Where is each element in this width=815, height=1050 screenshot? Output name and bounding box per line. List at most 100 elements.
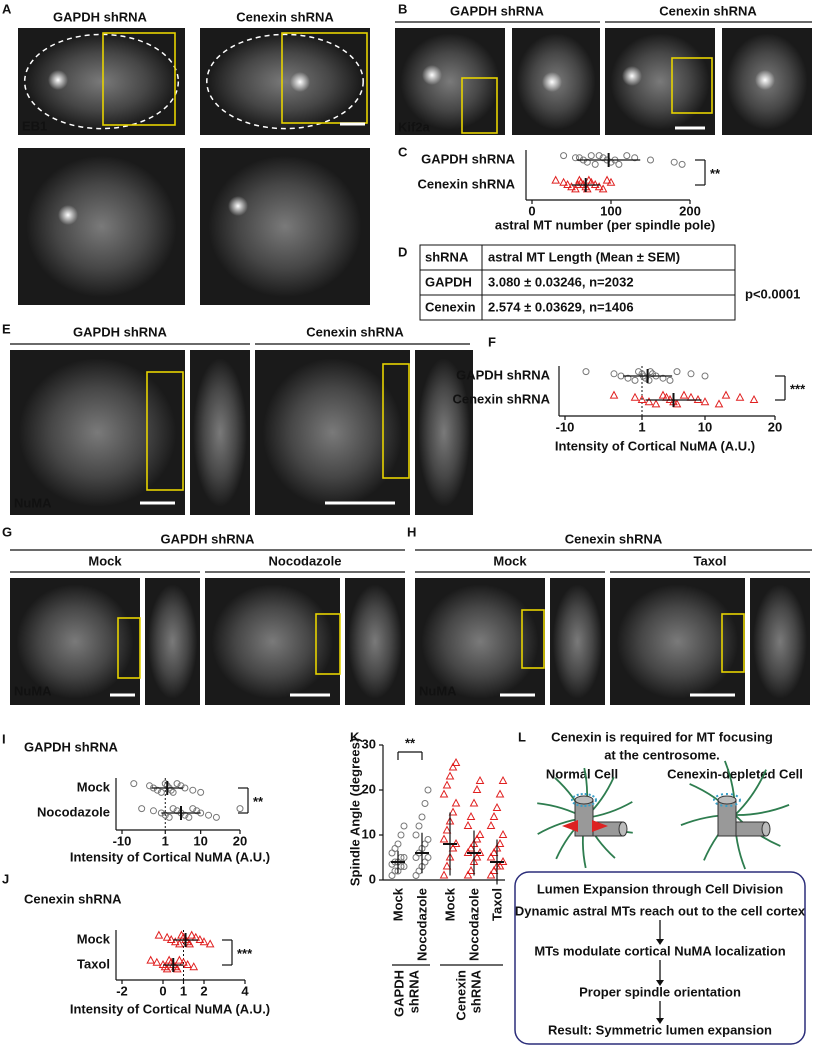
spindle-pole bbox=[542, 72, 562, 92]
step: MTs modulate cortical NuMA localization bbox=[534, 943, 785, 958]
data-point bbox=[189, 805, 197, 813]
column-header: Cenexin shRNA bbox=[565, 531, 663, 546]
data-point bbox=[721, 390, 731, 399]
significance: ** bbox=[405, 735, 416, 750]
data-point bbox=[599, 154, 607, 162]
inset-box bbox=[315, 613, 341, 675]
stain-label: Kif2a bbox=[398, 119, 431, 134]
data-point bbox=[651, 399, 661, 408]
data-point bbox=[466, 865, 476, 874]
axis-label: Intensity of Cortical NuMA (A.U.) bbox=[555, 438, 755, 453]
inset-box bbox=[382, 363, 410, 479]
centriole-end bbox=[574, 795, 594, 805]
data-point bbox=[637, 394, 647, 403]
stain-label: NuMA bbox=[419, 683, 457, 698]
data-point bbox=[678, 160, 686, 168]
data-point bbox=[146, 955, 156, 964]
data-point bbox=[212, 813, 220, 821]
column-header: Cenexin shRNA bbox=[659, 3, 757, 18]
data-point bbox=[165, 813, 173, 821]
inset-box bbox=[461, 77, 498, 134]
inset-box bbox=[146, 371, 184, 491]
data-point bbox=[442, 861, 452, 870]
x-tick-label: -10 bbox=[556, 419, 575, 434]
condition-label: Nocodazole bbox=[269, 553, 342, 568]
summary-box bbox=[514, 871, 806, 1045]
data-point bbox=[700, 397, 710, 406]
data-point bbox=[560, 152, 568, 160]
cell-signal bbox=[421, 584, 539, 699]
data-point bbox=[205, 939, 215, 948]
x-tick-label: 1 bbox=[180, 983, 187, 998]
axis-label: astral MT number (per spindle pole) bbox=[495, 217, 715, 232]
inset-box bbox=[721, 613, 745, 673]
data-point bbox=[185, 939, 194, 948]
data-point bbox=[439, 870, 449, 879]
schematic-title: Cenexin is required for MT focusing bbox=[551, 729, 773, 744]
arrowhead bbox=[656, 980, 664, 986]
appendages bbox=[571, 793, 597, 807]
column-header: GAPDH shRNA bbox=[53, 9, 148, 24]
data-point bbox=[173, 964, 182, 973]
centriole-end bbox=[717, 795, 737, 805]
data-point bbox=[489, 847, 499, 856]
table-cell: GAPDH bbox=[425, 274, 472, 289]
data-point bbox=[185, 813, 193, 821]
data-point bbox=[146, 782, 154, 790]
data-point bbox=[630, 392, 640, 401]
data-point bbox=[183, 959, 192, 968]
data-point bbox=[610, 370, 618, 378]
x-tick-label: 1 bbox=[638, 419, 645, 434]
data-point bbox=[451, 798, 461, 807]
y-tick-label: 30 bbox=[362, 736, 376, 751]
data-point bbox=[166, 934, 176, 943]
x-tick-label: -10 bbox=[113, 833, 132, 848]
data-point bbox=[495, 789, 505, 798]
data-point bbox=[644, 397, 654, 406]
x-tick-label: 4 bbox=[241, 983, 249, 998]
cell-signal bbox=[26, 33, 177, 130]
stain-label: NuMA bbox=[14, 683, 52, 698]
data-point bbox=[466, 843, 476, 852]
data-point bbox=[448, 807, 458, 816]
x-tick-label: 1 bbox=[162, 833, 169, 848]
data-point bbox=[400, 863, 408, 870]
data-point bbox=[463, 870, 473, 879]
data-point bbox=[418, 813, 426, 821]
table-cell: 2.574 ± 0.03629, n=1406 bbox=[488, 299, 634, 314]
arrowhead bbox=[656, 939, 664, 945]
stain-label: EB1 bbox=[22, 118, 47, 133]
data-point bbox=[439, 789, 449, 798]
spindle-pole bbox=[48, 70, 68, 90]
data-point bbox=[469, 798, 479, 807]
column-header: Cenexin shRNA bbox=[236, 9, 334, 24]
category-label: Mock bbox=[77, 931, 111, 946]
category-label: GAPDH shRNA bbox=[456, 367, 551, 382]
microtubule bbox=[734, 804, 790, 816]
cell-signal bbox=[348, 584, 402, 699]
data-point bbox=[472, 852, 482, 861]
data-point bbox=[631, 154, 639, 162]
data-point bbox=[161, 811, 169, 819]
data-point bbox=[412, 831, 420, 839]
category-label: Mock bbox=[390, 887, 405, 921]
data-point bbox=[606, 177, 616, 186]
x-tick-label: 2 bbox=[200, 983, 207, 998]
group-label: shRNA bbox=[468, 969, 483, 1013]
y-tick-label: 10 bbox=[362, 826, 376, 841]
spindle-pole bbox=[290, 72, 310, 92]
data-point bbox=[439, 834, 449, 843]
data-point bbox=[442, 825, 452, 834]
table-header: shRNA bbox=[425, 249, 469, 264]
x-tick-label: 100 bbox=[600, 203, 622, 218]
table-frame bbox=[419, 244, 736, 321]
data-point bbox=[400, 822, 408, 830]
panel-letter: C bbox=[398, 144, 408, 159]
column-header: GAPDH shRNA bbox=[73, 324, 168, 339]
data-point bbox=[631, 376, 639, 384]
data-point bbox=[486, 870, 496, 879]
data-point bbox=[424, 786, 432, 794]
data-point bbox=[424, 836, 432, 843]
panel-letter: A bbox=[2, 1, 12, 16]
table-header: astral MT Length (Mean ± SEM) bbox=[488, 249, 680, 264]
